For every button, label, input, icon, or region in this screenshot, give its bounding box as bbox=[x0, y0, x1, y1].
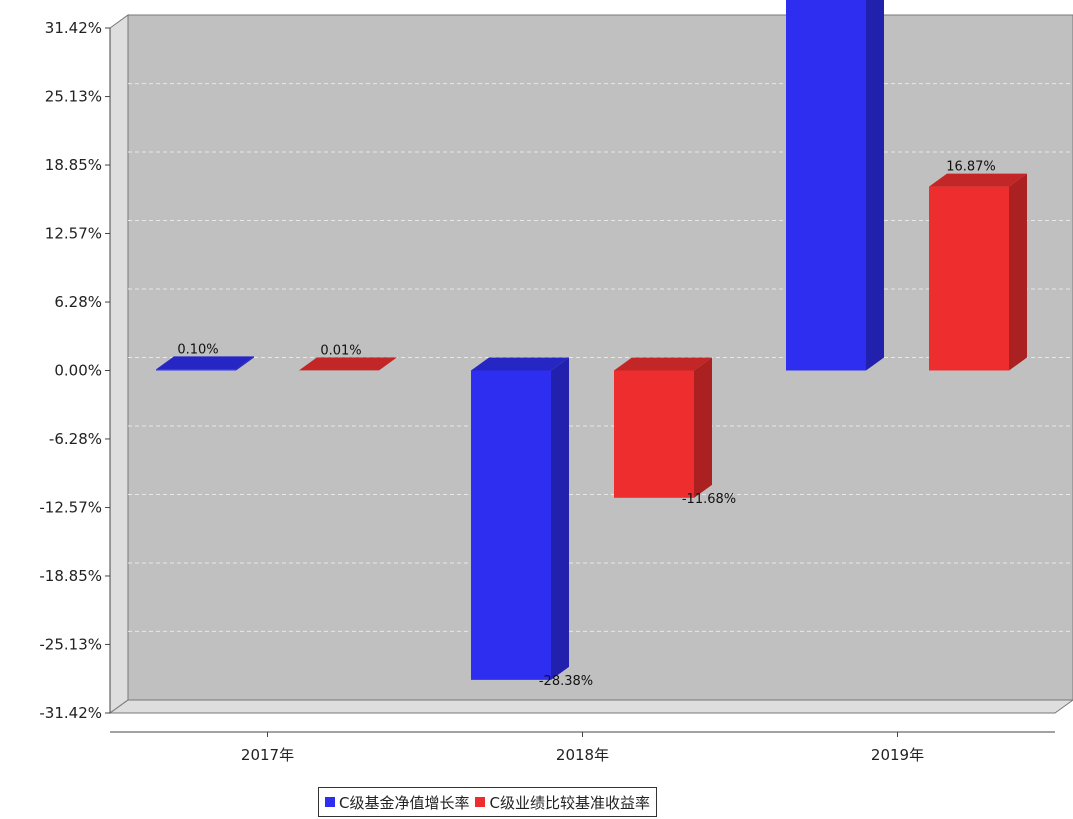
y-tick-label: 25.13% bbox=[45, 88, 102, 106]
bar-top bbox=[471, 357, 569, 371]
bar-side bbox=[866, 0, 884, 371]
bar-1-2 bbox=[471, 357, 569, 680]
x-tick-label: 2019年 bbox=[871, 746, 924, 764]
gridlines bbox=[128, 83, 1073, 632]
legend-label-series-2: C级业绩比较基准收益率 bbox=[489, 793, 650, 812]
plot-floor bbox=[108, 699, 1073, 714]
legend: C级基金净值增长率 C级业绩比较基准收益率 bbox=[318, 787, 657, 817]
legend-swatch-series-2 bbox=[475, 797, 486, 807]
bar-2-3 bbox=[929, 173, 1027, 371]
bar-front bbox=[929, 186, 1009, 371]
data-label: -11.68% bbox=[682, 492, 736, 507]
y-tick-label: -31.42% bbox=[39, 704, 102, 722]
y-tick-label: -6.28% bbox=[49, 430, 102, 448]
y-tick-label: 0.00% bbox=[54, 362, 102, 380]
legend-item-series-2: C级业绩比较基准收益率 bbox=[475, 792, 650, 813]
data-label: 16.87% bbox=[946, 160, 996, 175]
legend-swatch-series-1 bbox=[325, 797, 335, 807]
bar-top bbox=[156, 356, 254, 370]
bar-side bbox=[551, 357, 569, 680]
bar-front bbox=[786, 0, 866, 371]
bar-top bbox=[299, 357, 397, 371]
bar-top bbox=[929, 173, 1027, 187]
data-label: -28.38% bbox=[539, 674, 593, 689]
legend-label-series-1: C级基金净值增长率 bbox=[339, 793, 470, 812]
data-labels: 0.10%-28.38%34.45%0.01%-11.68%16.87% bbox=[177, 160, 996, 689]
y-tick-label: -12.57% bbox=[39, 499, 102, 517]
bar-side bbox=[1009, 173, 1027, 371]
x-axis: 2017年 2018年 2019年 bbox=[241, 732, 924, 764]
bar-2-2 bbox=[614, 357, 712, 498]
bar-2-1 bbox=[299, 357, 397, 371]
bar-side bbox=[694, 357, 712, 498]
y-tick-label: 18.85% bbox=[45, 156, 102, 174]
bars bbox=[156, 0, 1027, 680]
y-tick-label: 31.42% bbox=[45, 19, 102, 37]
y-tick-label: 6.28% bbox=[54, 293, 102, 311]
legend-item-series-1: C级基金净值增长率 bbox=[325, 792, 469, 813]
bar-front bbox=[471, 370, 551, 680]
bar-1-1 bbox=[156, 356, 254, 371]
plot-left-wall bbox=[109, 14, 129, 714]
bar-side bbox=[236, 356, 254, 371]
bar-1-3 bbox=[786, 0, 884, 371]
y-tick-label: -25.13% bbox=[39, 635, 102, 653]
data-label: 0.10% bbox=[177, 342, 218, 357]
plot-frame bbox=[108, 14, 1073, 733]
x-tick-label: 2017年 bbox=[241, 746, 294, 764]
x-tick-label: 2018年 bbox=[556, 746, 609, 764]
y-axis: 31.42% 25.13% 18.85% 12.57% 6.28% 0.00% -6.28%… bbox=[39, 19, 110, 722]
y-tick-label: -18.85% bbox=[39, 567, 102, 585]
bar-front bbox=[614, 370, 694, 498]
bar-front bbox=[156, 369, 236, 371]
bar-top bbox=[614, 357, 712, 371]
y-tick-label: 12.57% bbox=[45, 224, 102, 242]
data-label: 0.01% bbox=[320, 343, 361, 358]
